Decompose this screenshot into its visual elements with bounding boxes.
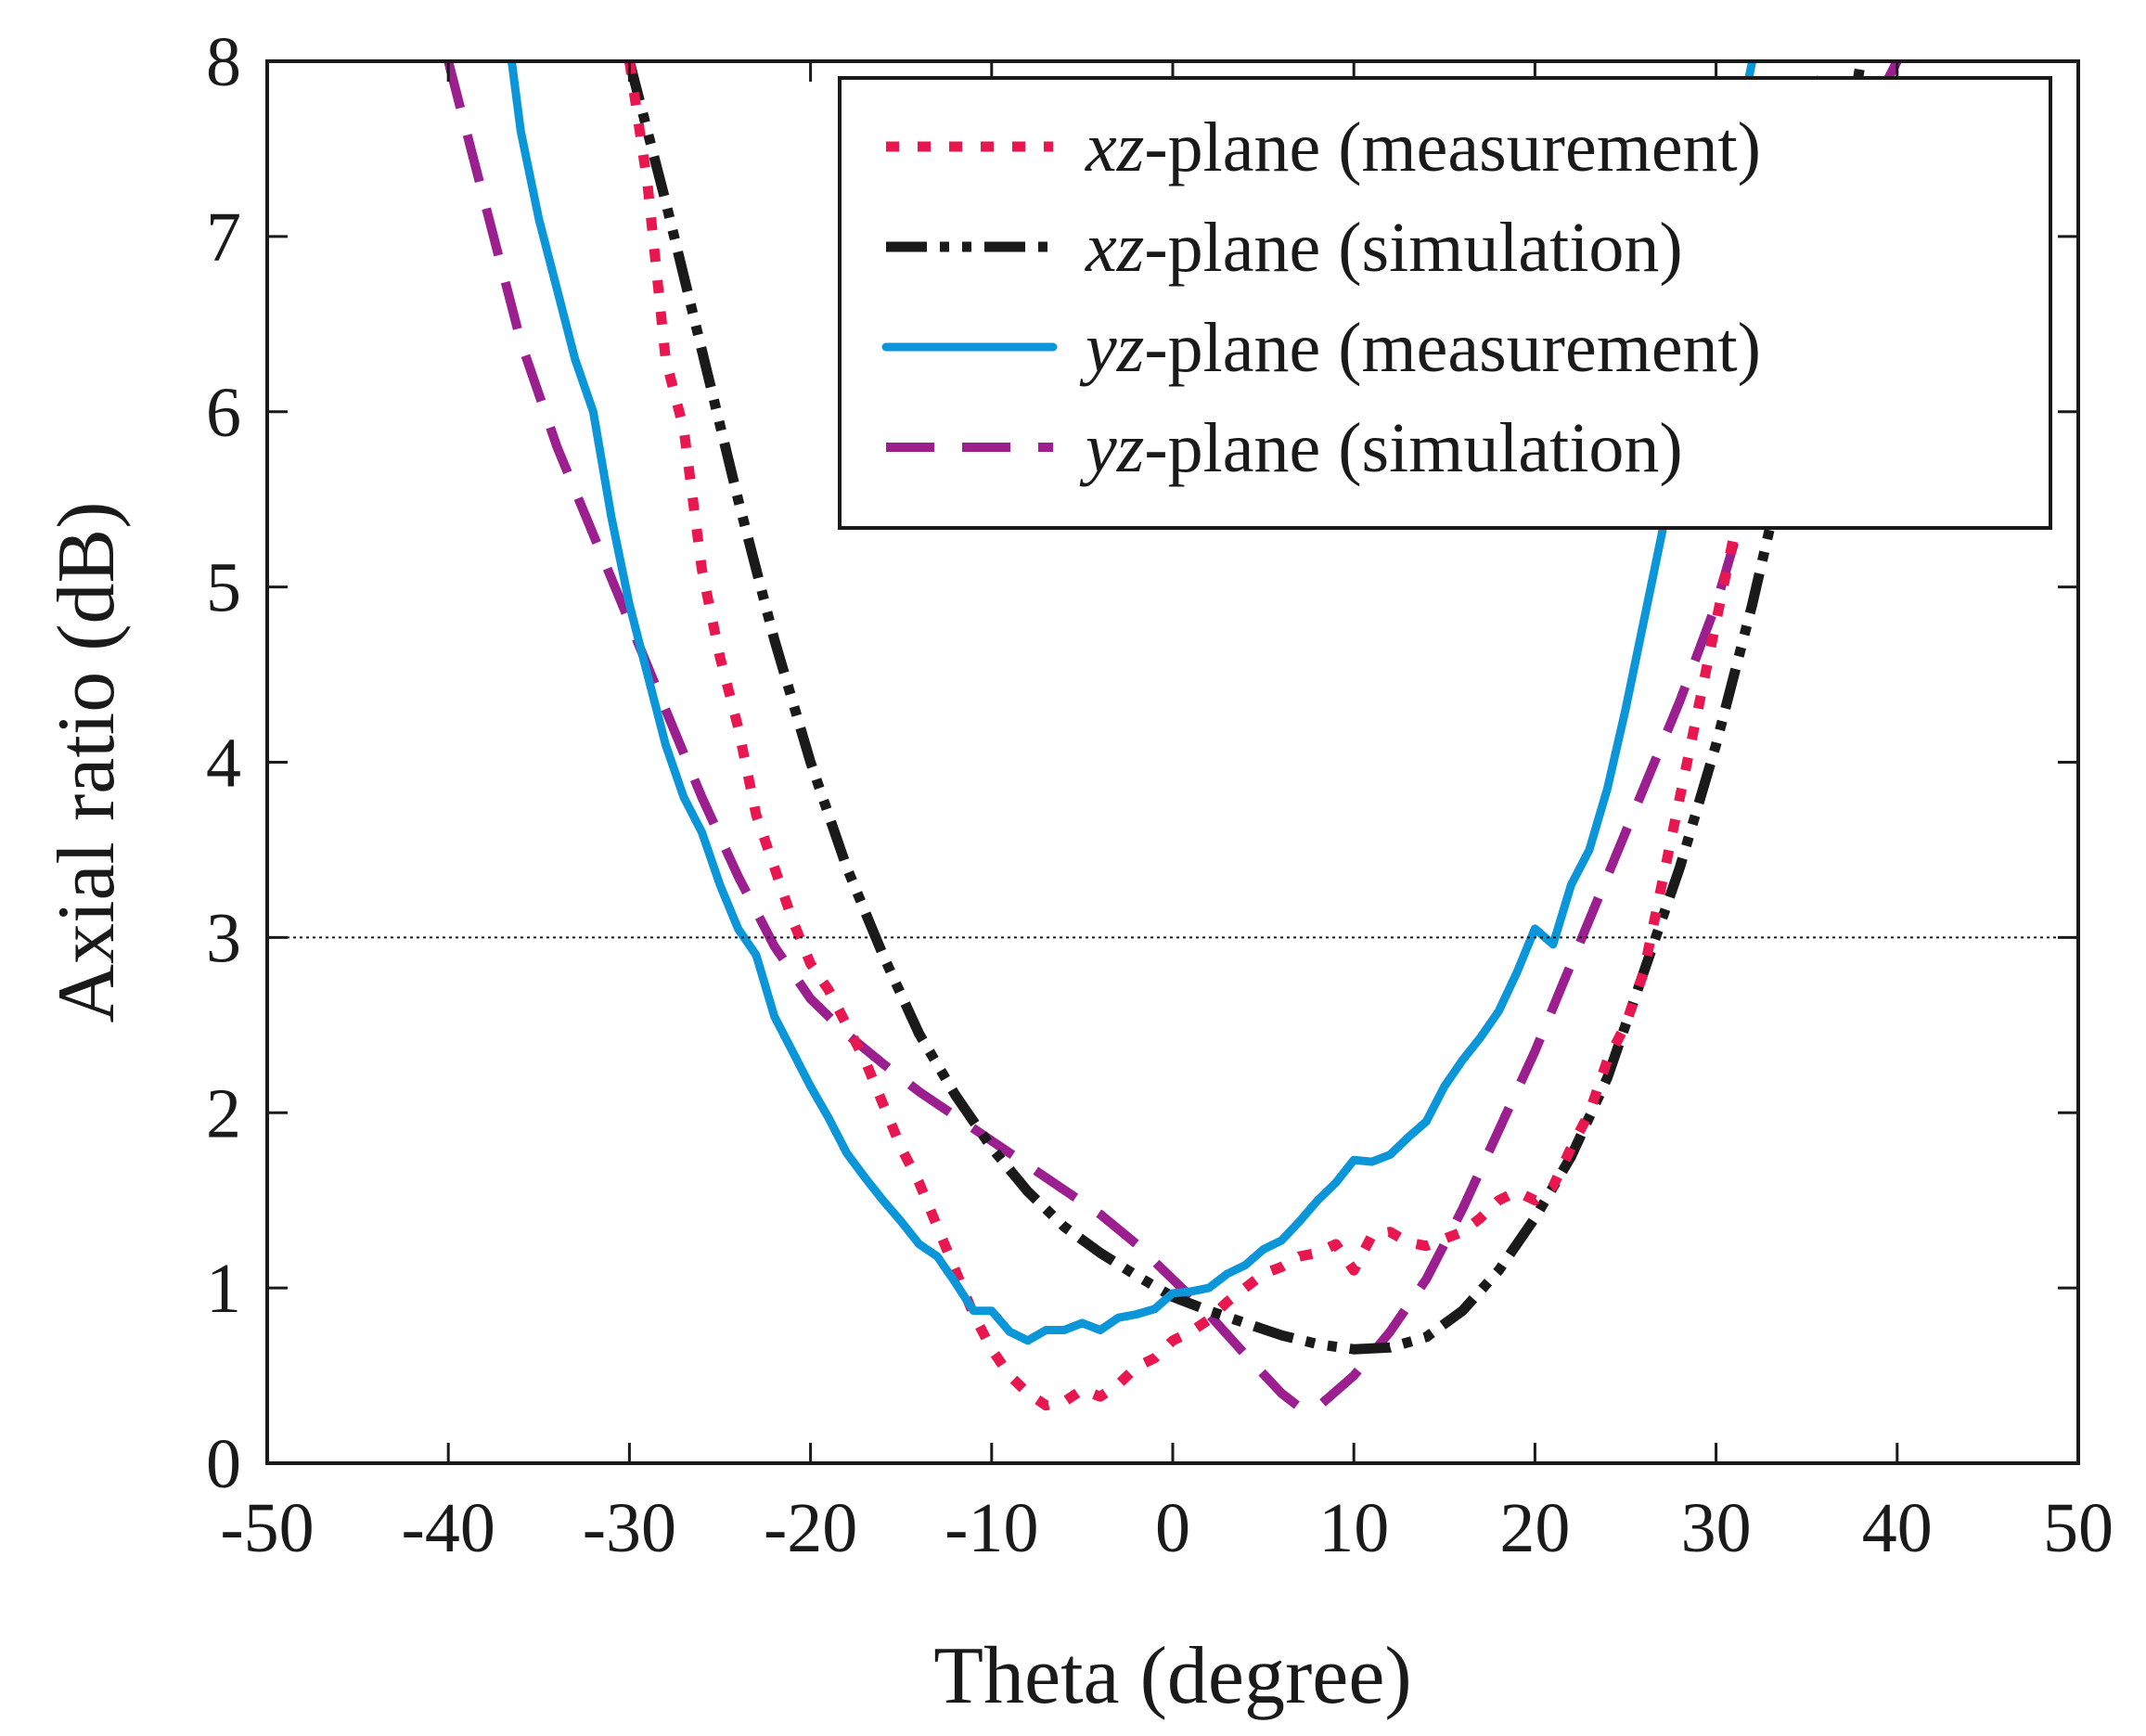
y-tick-label: 8 <box>206 23 241 101</box>
legend-suffix: -plane (measurement) <box>1144 309 1761 387</box>
y-tick-label: 7 <box>206 199 241 276</box>
series-line-yz-simulation <box>443 61 1902 1412</box>
x-tick-label: 20 <box>1499 1489 1570 1567</box>
legend: xz-plane (measurement)xz-plane (simulati… <box>838 76 2052 530</box>
legend-box <box>838 76 2052 530</box>
x-tick-label: -50 <box>220 1489 314 1567</box>
series-line-xz-measurement <box>623 61 1831 1411</box>
series-layer <box>443 61 1902 1412</box>
legend-suffix: -plane (simulation) <box>1144 209 1682 287</box>
y-tick-label: 0 <box>206 1425 241 1503</box>
x-axis-title: Theta (degree) <box>933 1631 1411 1721</box>
tick-labels: -50 -40 -30 -20 -10 0 10 20 30 40 50 0 1 2 3 4 5 6 7 8 <box>206 23 2114 1567</box>
legend-suffix: -plane (simulation) <box>1144 409 1682 487</box>
y-axis-title: Axial ratio (dB) <box>42 501 132 1022</box>
legend-suffix: -plane (measurement) <box>1144 109 1761 186</box>
y-tick-label: 6 <box>206 374 241 452</box>
legend-plane: yz <box>1079 409 1144 487</box>
x-tick-label: -30 <box>583 1489 676 1567</box>
x-tick-label: -10 <box>944 1489 1038 1567</box>
x-tick-label: 50 <box>2043 1489 2114 1567</box>
x-tick-label: -20 <box>764 1489 857 1567</box>
x-tick-label: 10 <box>1318 1489 1389 1567</box>
y-tick-label: 5 <box>206 549 241 627</box>
y-tick-label: 2 <box>206 1074 241 1152</box>
x-tick-label: -40 <box>402 1489 495 1567</box>
legend-plane: yz <box>1079 309 1144 387</box>
legend-entry: xz-plane (simulation) <box>1085 209 1683 287</box>
legend-entry: xz-plane (measurement) <box>1085 109 1761 186</box>
series-line-xz-simulation <box>624 61 1867 1355</box>
legend-plane: xz <box>1085 209 1144 287</box>
x-tick-label: 30 <box>1681 1489 1752 1567</box>
y-tick-label: 4 <box>206 725 241 803</box>
legend-entry: yz-plane (measurement) <box>1079 309 1761 387</box>
x-tick-label: 0 <box>1155 1489 1190 1567</box>
y-tick-label: 1 <box>206 1250 241 1328</box>
legend-plane: xz <box>1085 109 1144 186</box>
legend-entry: yz-plane (simulation) <box>1079 409 1683 487</box>
x-tick-label: 40 <box>1862 1489 1933 1567</box>
y-tick-label: 3 <box>206 899 241 977</box>
series-line-yz-measurement <box>508 61 1757 1345</box>
